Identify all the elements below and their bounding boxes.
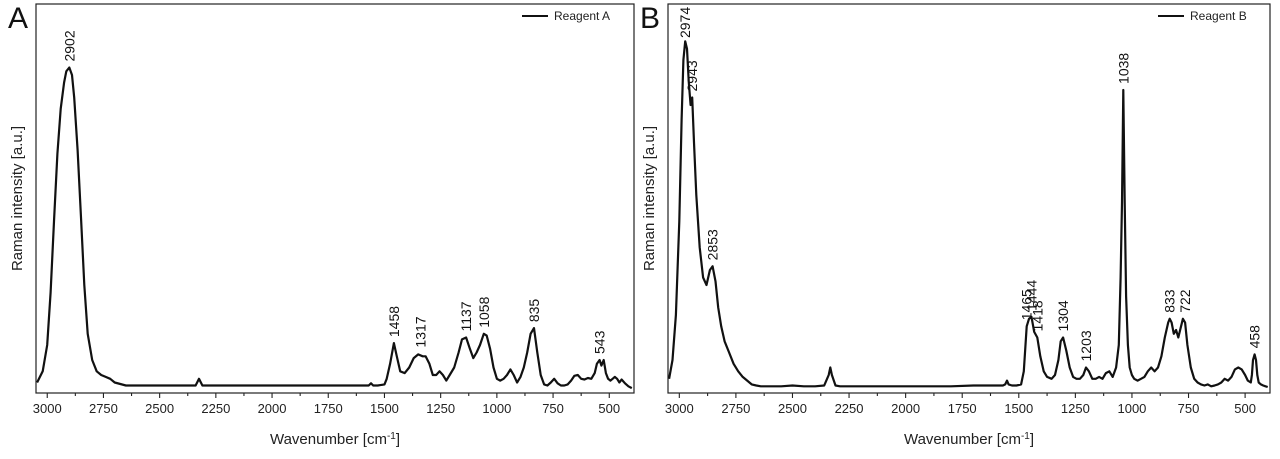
peak-label: 722 [1177,289,1193,313]
peak-label: 2902 [61,30,77,61]
y-axis-title: Raman intensity [a.u.] [641,126,658,271]
peak-label: 833 [1162,289,1178,313]
spectrum-line-reagent-b [668,40,1269,389]
plot-frame [35,3,635,394]
peak-label: 1458 [386,306,402,337]
peak-label: 835 [526,299,542,323]
peak-label: 1465 [1019,289,1035,320]
x-tick-label: 1500 [1004,401,1033,416]
x-tick-label: 2000 [258,401,287,416]
x-tick-label: 2500 [778,401,807,416]
legend-label: Reagent B [1190,9,1247,23]
x-tick-label: 2750 [721,401,750,416]
x-tick-label: 1000 [482,401,511,416]
x-tick-label: 2000 [891,401,920,416]
x-tick-label: 2250 [201,401,230,416]
peak-label: 1038 [1115,53,1131,84]
peak-label: 1304 [1055,300,1071,331]
x-tick-label: 1750 [948,401,977,416]
peak-label: 1418 [1029,300,1045,331]
y-axis-title: Raman intensity [a.u.] [9,126,26,271]
x-tick-label: 3000 [33,401,62,416]
peak-label: 458 [1247,325,1263,349]
peak-label: 2943 [684,60,700,91]
panel-label: B [640,2,660,35]
x-tick-label: 1500 [370,401,399,416]
x-tick-label: 1000 [1117,401,1146,416]
spectrum-line-reagent-a [36,66,633,390]
x-axis-title: Wavenumber [cm-1] [904,431,1034,449]
peak-label: 1444 [1023,280,1039,311]
peak-label: 1203 [1078,330,1094,361]
x-tick-label: 2250 [835,401,864,416]
peak-label: 543 [592,330,608,354]
peak-label: 2853 [705,229,721,260]
peak-label: 1317 [412,316,428,347]
x-tick-label: 500 [1234,401,1256,416]
x-tick-label: 1250 [1061,401,1090,416]
chart-panel-b: B 3000 2750 2500 2250 2000 1750 1500 1250 1000 750… [640,2,1271,449]
peak-label: 1058 [476,296,492,327]
peak-label: 1137 [458,301,474,331]
x-axis-title: Wavenumber [cm-1] [270,431,400,449]
x-tick-label: 750 [1178,401,1200,416]
x-tick-label: 1250 [426,401,455,416]
panel-label: A [8,2,28,35]
x-tick-label: 500 [598,401,620,416]
chart-panel-a: A 3000 2750 2500 2250 2000 1750 1500 1250 1000 750… [8,2,635,449]
plot-frame [667,3,1271,394]
legend-label: Reagent A [554,9,610,23]
x-tick-label: 2500 [145,401,174,416]
x-tick-label: 3000 [665,401,694,416]
x-tick-label: 2750 [89,401,118,416]
x-tick-label: 1750 [314,401,343,416]
x-tick-label: 750 [542,401,564,416]
peak-label: 2974 [677,7,693,38]
